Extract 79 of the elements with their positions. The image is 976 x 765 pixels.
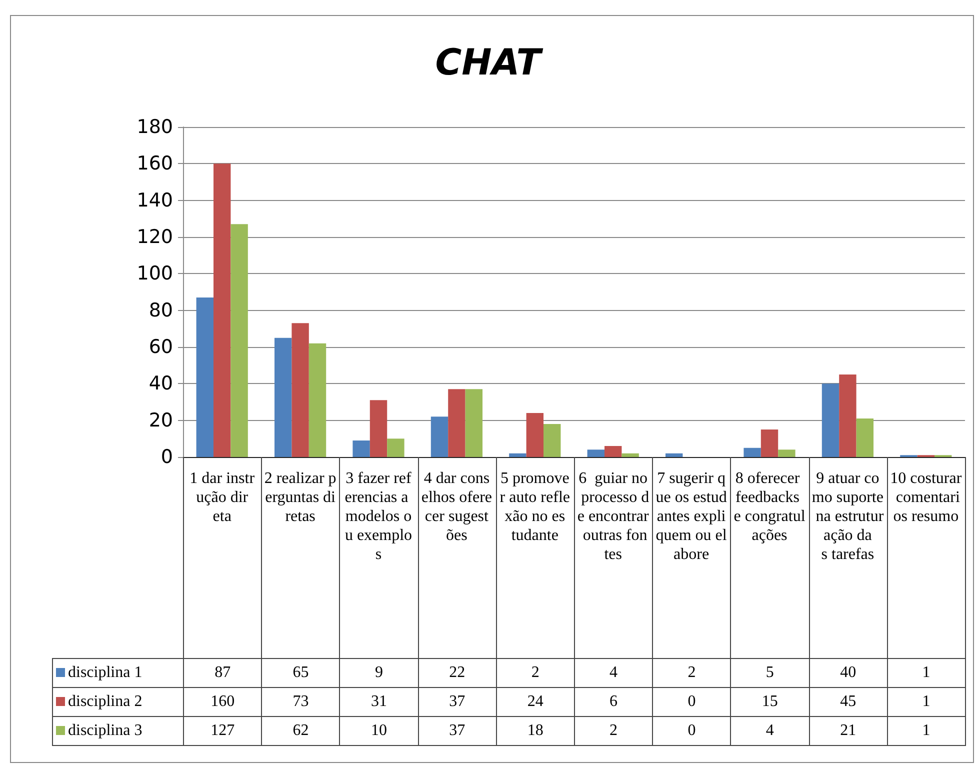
y-tick-label: 20 bbox=[148, 409, 173, 432]
y-tick-label: 180 bbox=[136, 116, 173, 138]
bar bbox=[352, 440, 370, 457]
x-tick-label: 4 dar conselhos oferecer sugestões bbox=[421, 470, 492, 544]
x-tick-label: 5 promover auto reflexão no estudante bbox=[500, 470, 570, 544]
bar bbox=[308, 343, 326, 457]
data-label: 0 bbox=[652, 716, 731, 745]
x-tick-label: 7 sugerir que os estudantes expliquem ou elabore bbox=[656, 470, 728, 563]
data-label: 87 bbox=[184, 658, 262, 687]
data-label: 1 bbox=[887, 658, 966, 687]
data-label: 40 bbox=[809, 658, 888, 687]
data-label: 31 bbox=[340, 687, 418, 716]
bar bbox=[622, 453, 639, 457]
bar bbox=[448, 389, 466, 457]
data-label: 5 bbox=[730, 658, 809, 687]
data-label: 73 bbox=[262, 687, 340, 716]
data-label: 6 bbox=[574, 687, 653, 716]
y-tick-label: 140 bbox=[136, 189, 173, 212]
chart-title: CHAT bbox=[435, 42, 544, 84]
data-label: 2 bbox=[574, 716, 653, 745]
bar bbox=[544, 424, 561, 457]
legend-label: disciplina 1 bbox=[52, 658, 184, 687]
x-tick-label: 3 fazer referencias a modelos ou exemplos bbox=[344, 470, 412, 563]
data-label: 9 bbox=[340, 658, 418, 687]
data-label: 10 bbox=[340, 716, 418, 745]
bar bbox=[370, 400, 388, 457]
bar bbox=[465, 389, 483, 457]
bar bbox=[196, 298, 214, 457]
y-tick-label: 80 bbox=[148, 299, 173, 322]
bar bbox=[744, 448, 761, 457]
y-tick-label: 160 bbox=[136, 152, 173, 175]
data-label: 22 bbox=[418, 658, 496, 687]
y-tick-label: 120 bbox=[136, 226, 173, 248]
y-tick-label: 100 bbox=[136, 262, 173, 285]
data-label: 0 bbox=[652, 687, 731, 716]
y-tick-label: 0 bbox=[160, 446, 173, 468]
data-label: 24 bbox=[496, 687, 574, 716]
bar bbox=[839, 374, 856, 457]
y-tick-label: 60 bbox=[148, 336, 173, 358]
bar bbox=[509, 453, 526, 457]
data-label: 1 bbox=[887, 687, 966, 716]
bar bbox=[230, 224, 248, 457]
data-label: 18 bbox=[496, 716, 574, 745]
data-label: 21 bbox=[809, 716, 888, 745]
bar bbox=[822, 384, 840, 457]
bar bbox=[856, 418, 874, 457]
bar bbox=[778, 450, 796, 457]
data-label: 160 bbox=[184, 687, 262, 716]
data-label: 15 bbox=[730, 687, 809, 716]
bar bbox=[214, 164, 231, 457]
data-label: 37 bbox=[418, 687, 496, 716]
data-label: 4 bbox=[574, 658, 653, 687]
bar bbox=[526, 413, 544, 457]
x-tick-label: 9 atuar como suporte na estruturação das tarefas bbox=[812, 470, 884, 563]
data-label: 2 bbox=[652, 658, 731, 687]
legend-label: disciplina 2 bbox=[52, 687, 184, 716]
data-label: 2 bbox=[496, 658, 574, 687]
bar bbox=[292, 323, 309, 457]
data-label: 127 bbox=[184, 716, 262, 745]
y-tick-label: 40 bbox=[148, 372, 173, 395]
bar bbox=[760, 430, 778, 457]
bar bbox=[604, 446, 622, 457]
data-label: 65 bbox=[262, 658, 340, 687]
bar bbox=[274, 338, 292, 457]
data-label: 62 bbox=[262, 716, 340, 745]
bar bbox=[387, 438, 404, 457]
data-label: 4 bbox=[730, 716, 809, 745]
data-label: 1 bbox=[887, 716, 966, 745]
bar bbox=[587, 450, 604, 457]
data-label: 45 bbox=[809, 687, 888, 716]
legend-label: disciplina 3 bbox=[52, 716, 184, 745]
bar bbox=[665, 453, 683, 457]
x-tick-label: 6 guiar no processo de encontrar outras fontes bbox=[577, 470, 650, 563]
x-tick-label: 2 realizar perguntas diretas bbox=[264, 470, 336, 525]
x-tick-label: 8 oferecer feedbacks e congratulações bbox=[734, 470, 806, 544]
x-tick-label: 1 dar instrução direta bbox=[190, 470, 256, 525]
bar bbox=[430, 416, 448, 457]
x-tick-label: 10 costurar comentarios resumo bbox=[890, 470, 962, 525]
data-label: 37 bbox=[418, 716, 496, 745]
